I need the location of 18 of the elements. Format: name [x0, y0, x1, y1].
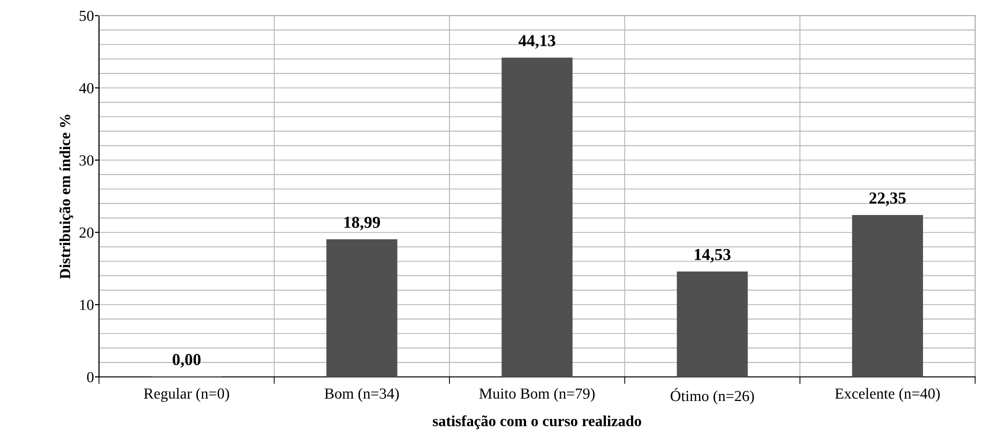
- data-label: 18,99: [344, 216, 380, 230]
- x-tick-label: Muito Bom (n=79): [479, 388, 595, 402]
- y-tick-label: 0: [87, 372, 94, 382]
- x-tick-label: Ótimo (n=26): [670, 388, 754, 404]
- y-tick-label: 50: [80, 10, 94, 22]
- y-tick-label: 20: [80, 228, 94, 238]
- y-tick-label: 10: [80, 300, 94, 310]
- data-label: 22,35: [869, 192, 906, 206]
- x-axis-title: satisfação com o curso realizado: [432, 415, 642, 430]
- x-tick-label: Regular (n=0): [144, 388, 230, 402]
- y-tick-label: 30: [80, 155, 94, 166]
- y-axis-title: Distribuição em índice %: [59, 114, 74, 279]
- data-label: 14,53: [694, 248, 730, 263]
- data-label: 0,00: [172, 354, 201, 368]
- data-label: 44,13: [518, 35, 556, 49]
- x-tick-label: Excelente (n=40): [835, 388, 940, 402]
- y-tick-label: 40: [79, 83, 94, 94]
- x-tick-label: Bom (n=34): [324, 388, 399, 402]
